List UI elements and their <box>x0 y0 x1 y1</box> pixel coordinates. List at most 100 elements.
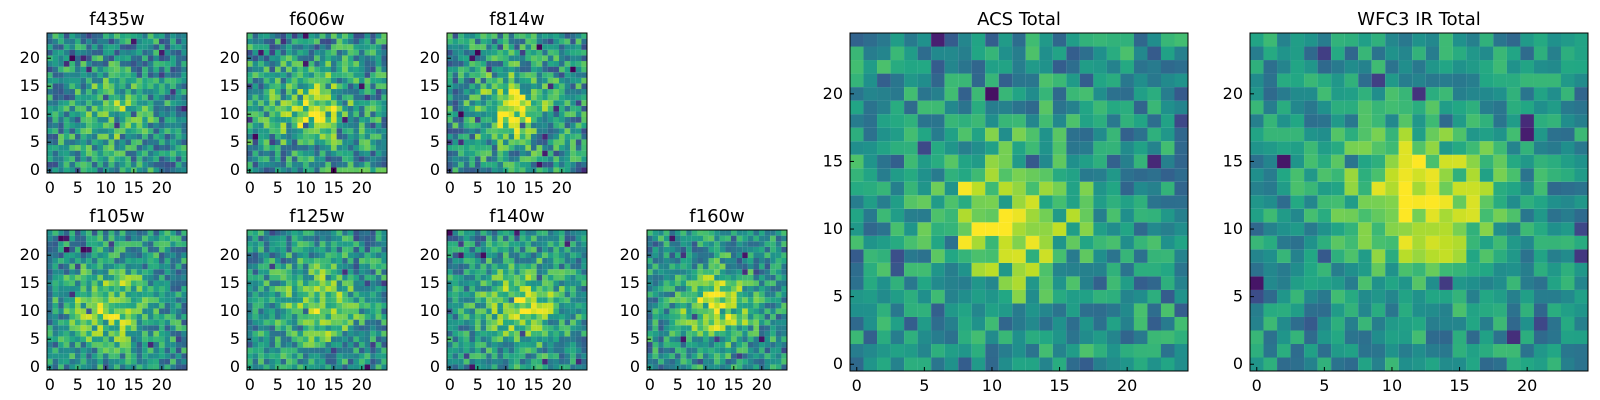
f160w-pixel <box>742 314 748 320</box>
f606w-pixel <box>347 44 354 50</box>
f140w-pixel <box>536 291 543 298</box>
f435w-pixel <box>91 49 98 56</box>
acs-total-pixel <box>1025 127 1040 142</box>
f435w-y-tick-label: 20 <box>20 48 40 67</box>
f125w-pixel <box>381 291 388 298</box>
f105w-pixel <box>175 302 182 309</box>
f160w-pixel <box>725 258 732 264</box>
acs-total-pixel <box>890 114 905 128</box>
f160w-pixel <box>775 325 782 331</box>
f140w-pixel <box>553 364 560 371</box>
f606w-pixel <box>325 150 332 157</box>
f125w-pixel <box>286 280 292 287</box>
f105w-pixel <box>164 286 171 292</box>
f105w-pixel <box>86 314 92 320</box>
acs-total-pixel <box>944 168 959 182</box>
f160w-pixel <box>719 308 726 315</box>
acs-total-pixel <box>931 154 945 169</box>
f606w-pixel <box>269 105 276 112</box>
f125w-pixel <box>291 314 298 320</box>
acs-total-pixel <box>863 181 878 196</box>
acs-total-pixel <box>971 154 986 169</box>
f160w-pixel <box>719 353 726 359</box>
f160w-pixel <box>759 269 765 275</box>
f140w-pixel <box>519 297 526 303</box>
f814w-pixel <box>564 38 571 45</box>
f125w-pixel <box>353 314 360 320</box>
f105w-pixel <box>58 297 64 303</box>
f140w-pixel <box>497 280 504 287</box>
f125w-pixel <box>319 274 326 281</box>
acs-total-pixel <box>1120 303 1134 317</box>
f105w-pixel <box>91 246 98 253</box>
f160w-pixel <box>753 280 760 287</box>
f160w-pixel <box>669 235 676 242</box>
f125w-pixel <box>331 258 337 264</box>
f140w-pixel <box>575 358 582 365</box>
f125w-pixel <box>381 364 388 371</box>
f814w-pixel <box>564 167 571 174</box>
f435w-pixel <box>175 44 182 50</box>
f160w-pixel <box>725 336 732 343</box>
f435w-pixel <box>103 38 109 45</box>
acs-total-pixel <box>1039 262 1053 277</box>
f140w-pixel <box>508 297 515 303</box>
f606w-pixel <box>269 38 276 45</box>
f125w-pixel <box>308 358 315 365</box>
f606w-pixel <box>325 83 332 90</box>
acs-total-pixel <box>877 195 891 209</box>
f814w-pixel <box>559 145 565 151</box>
f606w-pixel <box>286 156 292 162</box>
f814w-pixel <box>570 111 576 118</box>
acs-total-pixel <box>985 222 999 236</box>
f814w-pixel <box>486 83 492 90</box>
f140w-pixel <box>452 364 459 371</box>
f125w-pixel <box>319 325 326 331</box>
f160w-pixel <box>747 286 754 292</box>
f160w-pixel <box>686 291 692 298</box>
f160w-pixel <box>663 308 670 315</box>
f140w-pixel <box>581 263 588 270</box>
f140w-pixel <box>531 319 537 326</box>
f606w-pixel <box>325 156 332 162</box>
f606w-pixel <box>347 49 354 56</box>
f160w-pixel <box>781 302 788 309</box>
f435w-pixel <box>125 156 132 162</box>
f125w-pixel <box>381 330 388 337</box>
f125w-pixel <box>375 297 382 303</box>
f105w-pixel <box>136 319 143 326</box>
f435w-pixel <box>125 139 132 146</box>
f160w-pixel <box>747 291 754 298</box>
f606w-pixel <box>336 167 343 174</box>
f435w-pixel <box>164 66 171 73</box>
f105w-pixel <box>142 269 148 275</box>
f105w-pixel <box>63 325 70 331</box>
f435w-pixel <box>119 49 126 56</box>
f606w-pixel <box>297 44 304 50</box>
f606w-pixel <box>252 145 259 151</box>
f125w-pixel <box>297 286 304 292</box>
f140w-pixel <box>525 286 532 292</box>
f814w-pixel <box>525 167 532 174</box>
f606w-pixel <box>280 66 287 73</box>
f160w-pixel <box>686 241 692 247</box>
f435w-pixel <box>91 167 98 174</box>
f125w-pixel <box>375 291 382 298</box>
f814w-pixel <box>525 38 532 45</box>
f105w-pixel <box>103 263 109 270</box>
f105w-pixel <box>52 235 59 242</box>
f160w-pixel <box>663 314 670 320</box>
f814w-pixel <box>497 145 504 151</box>
acs-total-pixel <box>944 235 959 250</box>
f125w-pixel <box>303 358 309 365</box>
f435w-pixel <box>69 133 76 140</box>
f125w-pixel <box>359 358 365 365</box>
f140w-pixel <box>452 291 459 298</box>
f140w-pixel <box>536 230 543 236</box>
f160w-pixel <box>759 280 765 287</box>
f814w-pixel <box>536 55 543 62</box>
f105w-pixel <box>75 258 81 264</box>
f160w-pixel <box>742 308 748 315</box>
f105w-pixel <box>58 314 64 320</box>
f814w-pixel <box>542 77 548 84</box>
